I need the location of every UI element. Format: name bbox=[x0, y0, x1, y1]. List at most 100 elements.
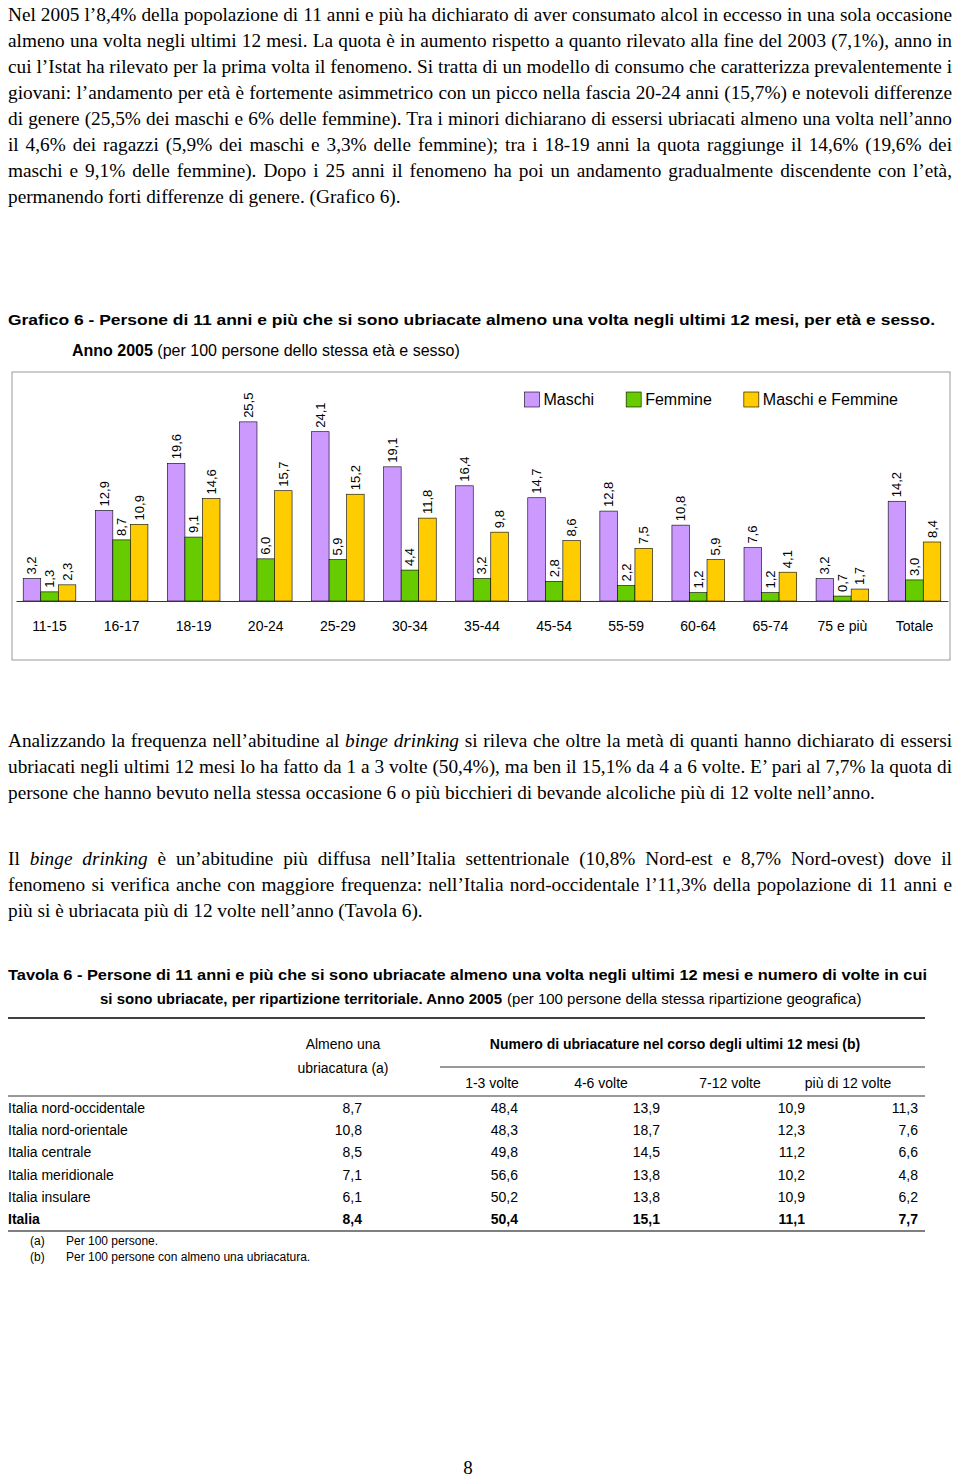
table-title-normal: (per 100 persone della stessa ripartizio… bbox=[507, 990, 861, 1007]
paragraph: Il binge drinking è un’abitudine più dif… bbox=[8, 846, 952, 924]
bar bbox=[762, 593, 780, 601]
table-cell: 11,1 bbox=[779, 1211, 806, 1227]
table-cell: 6,6 bbox=[899, 1144, 919, 1160]
table-row-label: Italia bbox=[8, 1211, 40, 1227]
page-number: 8 bbox=[463, 1457, 473, 1478]
table-cell: 10,9 bbox=[778, 1189, 805, 1205]
bar bbox=[888, 501, 906, 601]
table-row-label: Italia centrale bbox=[8, 1144, 91, 1160]
table-sub-header: 7-12 volte bbox=[699, 1075, 761, 1091]
bar bbox=[851, 589, 869, 601]
data-label: 8,7 bbox=[114, 518, 129, 536]
table-cell: 48,3 bbox=[491, 1122, 518, 1138]
bar bbox=[779, 572, 797, 601]
bar bbox=[491, 532, 509, 601]
bar bbox=[58, 585, 76, 601]
legend-swatch bbox=[524, 392, 539, 407]
bar bbox=[707, 560, 725, 601]
legend-label: Maschi e Femmine bbox=[763, 391, 898, 408]
data-label: 4,4 bbox=[402, 548, 417, 566]
data-label: 6,0 bbox=[258, 537, 273, 555]
data-label: 11,8 bbox=[420, 490, 435, 514]
text-run: Analizzando la frequenza nell’abitudine … bbox=[8, 730, 345, 751]
x-tick-label: 20-24 bbox=[248, 618, 284, 634]
chart-subtitle: Anno 2005 (per 100 persone dello stessa … bbox=[72, 342, 460, 359]
x-tick-label: 11-15 bbox=[32, 618, 67, 634]
table: Tavola 6 - Persone di 11 anni e più che … bbox=[8, 966, 927, 1264]
table-cell: 6,1 bbox=[343, 1189, 363, 1205]
bar bbox=[202, 498, 220, 601]
data-label: 24,1 bbox=[313, 402, 328, 427]
table-row: Italia meridionale7,156,613,810,24,8 bbox=[8, 1167, 918, 1183]
table-note-mark: (b) bbox=[30, 1250, 45, 1264]
data-label: 1,3 bbox=[42, 570, 57, 588]
table-title-line: Tavola 6 - Persone di 11 anni e più che … bbox=[8, 966, 927, 983]
table-cell: 12,3 bbox=[778, 1122, 805, 1138]
table-cell: 50,2 bbox=[491, 1189, 518, 1205]
bar bbox=[257, 559, 275, 601]
plot-frame bbox=[12, 372, 950, 660]
data-label: 9,1 bbox=[186, 515, 201, 533]
subtitle-bold: Anno 2005 bbox=[72, 342, 157, 359]
table-note-text: Per 100 persone. bbox=[66, 1234, 158, 1248]
data-label: 25,5 bbox=[241, 393, 256, 418]
table-header: Almeno una bbox=[306, 1036, 381, 1052]
data-label: 14,2 bbox=[889, 472, 904, 497]
bar bbox=[41, 592, 59, 601]
x-tick-label: 55-59 bbox=[608, 618, 644, 634]
x-tick-label: 65-74 bbox=[752, 618, 788, 634]
text-run: è un’abitudine più diffusa nell’Italia s… bbox=[8, 848, 952, 921]
x-tick: 16-17 bbox=[104, 601, 140, 634]
paragraph: Nel 2005 l’8,4% della popolazione di 11 … bbox=[8, 2, 952, 210]
bar bbox=[239, 422, 257, 601]
table-sub-header: 1-3 volte bbox=[465, 1075, 519, 1091]
chart-title: Grafico 6 - Persone di 11 anni e più che… bbox=[8, 311, 935, 328]
page: Nel 2005 l’8,4% della popolazione di 11 … bbox=[0, 0, 960, 1478]
bar bbox=[456, 486, 474, 601]
table-cell: 10,8 bbox=[335, 1122, 362, 1138]
table-note-text: Per 100 persone con almeno una ubriacatu… bbox=[66, 1250, 310, 1264]
table-cell: 50,4 bbox=[491, 1211, 518, 1227]
bar bbox=[185, 537, 203, 601]
x-tick: 55-59 bbox=[608, 601, 644, 634]
legend-item: Maschi e Femmine bbox=[744, 391, 898, 408]
data-label: 19,6 bbox=[169, 434, 184, 459]
bar bbox=[672, 525, 690, 601]
bar bbox=[113, 540, 131, 601]
x-tick-label: 16-17 bbox=[104, 618, 140, 634]
table-cell: 13,9 bbox=[633, 1100, 660, 1116]
table-cell: 13,8 bbox=[633, 1167, 660, 1183]
table-cell: 7,1 bbox=[343, 1167, 363, 1183]
legend-item: Femmine bbox=[626, 391, 712, 408]
data-label: 12,9 bbox=[97, 481, 112, 506]
page-number-group: 8 bbox=[463, 1457, 473, 1478]
x-tick: 11-15 bbox=[32, 601, 67, 634]
bar bbox=[600, 511, 618, 601]
table-cell: 14,5 bbox=[633, 1144, 660, 1160]
table-row: Italia insulare6,150,213,810,96,2 bbox=[8, 1189, 918, 1205]
table-cell: 48,4 bbox=[491, 1100, 518, 1116]
bar-series bbox=[23, 422, 906, 601]
table-title-line: si sono ubriacate, per ripartizione terr… bbox=[100, 990, 861, 1007]
legend-item: Maschi bbox=[524, 391, 594, 408]
table-cell: 15,1 bbox=[633, 1211, 660, 1227]
table-cell: 8,7 bbox=[343, 1100, 363, 1116]
table-header: ubriacatura (a) bbox=[297, 1060, 388, 1076]
x-tick: Totale bbox=[896, 601, 934, 634]
bar bbox=[347, 494, 365, 601]
table-cell: 7,6 bbox=[899, 1122, 919, 1138]
table-row: Italia nord-orientale10,848,318,712,37,6 bbox=[8, 1122, 918, 1138]
table-cell: 10,9 bbox=[778, 1100, 805, 1116]
bar bbox=[545, 581, 563, 601]
text-run: binge drinking bbox=[30, 848, 148, 869]
table-title-bold: si sono ubriacate, per ripartizione terr… bbox=[100, 990, 502, 1007]
data-label: 16,4 bbox=[457, 456, 472, 481]
x-tick: 25-29 bbox=[320, 601, 356, 634]
x-tick: 75 e più bbox=[817, 601, 867, 634]
table-rule-bottom bbox=[8, 1230, 925, 1231]
table-row: Italia nord-occidentale8,748,413,910,911… bbox=[8, 1100, 918, 1116]
table-group-header: Numero di ubriacature nel corso degli ul… bbox=[490, 1036, 860, 1052]
x-axis: 11-1516-1718-1920-2425-2930-3435-4445-54… bbox=[17, 601, 949, 634]
data-label: 0,7 bbox=[835, 574, 850, 592]
table-cell: 18,7 bbox=[633, 1122, 660, 1138]
